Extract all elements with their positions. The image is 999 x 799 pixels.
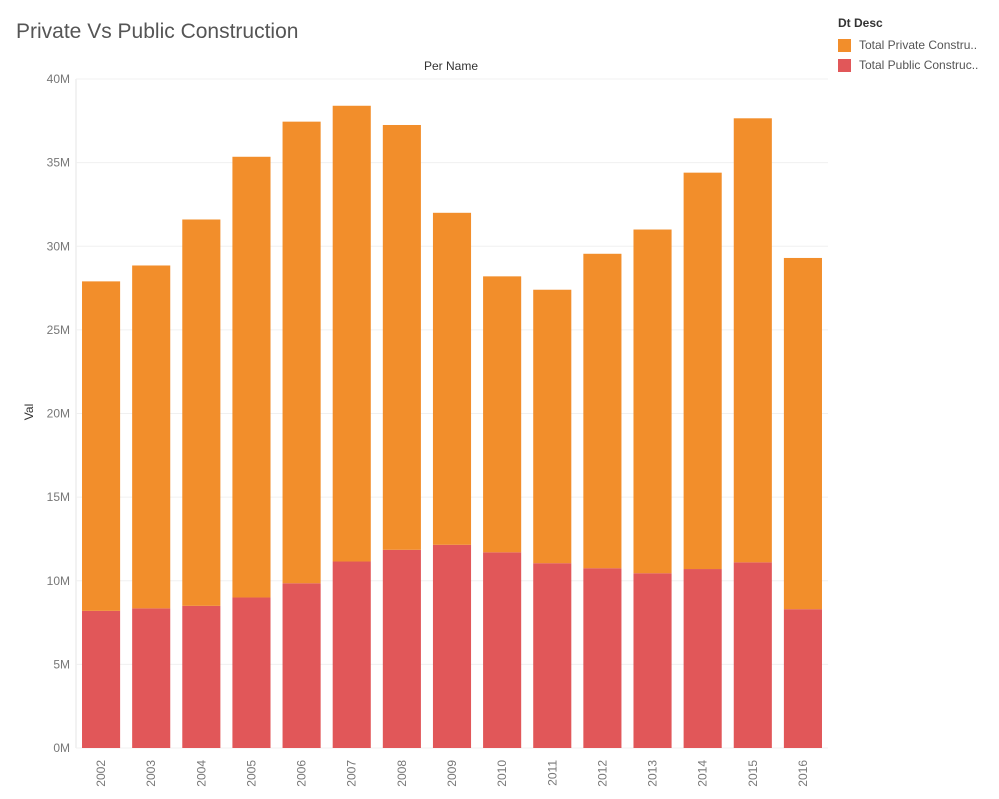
bar-2007-private[interactable]	[332, 105, 371, 562]
y-tick-label: 30M	[47, 239, 70, 253]
bar-2013-public[interactable]	[633, 573, 672, 748]
bar-2008-public[interactable]	[382, 549, 421, 748]
x-tick-label: 2013	[646, 760, 660, 787]
bar-2016-public[interactable]	[783, 609, 822, 748]
legend-label-private: Total Private Constru..	[859, 38, 978, 52]
y-tick-label: 0M	[53, 741, 70, 755]
legend: Dt Desc Total Private Constru.. Total Pu…	[838, 16, 978, 75]
x-tick-label: 2008	[395, 760, 409, 787]
bar-2014-private[interactable]	[683, 172, 722, 570]
bar-2006-private[interactable]	[282, 121, 321, 584]
bar-2011-public[interactable]	[533, 563, 572, 748]
bar-2010-public[interactable]	[483, 552, 522, 748]
x-tick-label: 2014	[696, 760, 710, 787]
column-header: Per Name	[424, 59, 478, 73]
bar-2015-private[interactable]	[733, 118, 772, 563]
bar-2003-private[interactable]	[132, 265, 171, 609]
x-tick-label: 2007	[345, 760, 359, 787]
bar-2012-private[interactable]	[583, 253, 622, 569]
x-tick-label: 2016	[796, 760, 810, 787]
bar-2002-private[interactable]	[82, 281, 121, 611]
y-tick-label: 10M	[47, 574, 70, 588]
bar-2009-private[interactable]	[432, 212, 472, 545]
bar-2008-private[interactable]	[382, 124, 421, 550]
x-tick-label: 2003	[144, 760, 158, 787]
bar-2002-public[interactable]	[82, 610, 121, 748]
bar-2013-private[interactable]	[633, 229, 672, 574]
y-tick-label: 5M	[53, 657, 70, 671]
y-tick-label: 25M	[47, 323, 70, 337]
bar-2005-public[interactable]	[232, 597, 271, 748]
bar-2005-private[interactable]	[232, 156, 271, 598]
legend-swatch-private	[838, 38, 851, 52]
x-tick-label: 2006	[295, 760, 309, 787]
y-tick-label: 20M	[47, 407, 70, 421]
chart-title: Private Vs Public Construction	[16, 20, 299, 43]
bar-2009-public[interactable]	[432, 544, 472, 748]
y-axis-label: Val	[22, 404, 36, 420]
bar-2006-public[interactable]	[282, 583, 321, 748]
bar-2004-private[interactable]	[182, 219, 221, 606]
y-axis-ticks: 0M 5M 10M 15M 20M 25M 30M 35M 40M	[47, 72, 70, 755]
x-tick-label: 2015	[746, 760, 760, 787]
x-tick-label: 2004	[194, 760, 208, 787]
legend-item-public[interactable]: Total Public Construc..	[838, 55, 978, 75]
x-tick-label: 2011	[545, 760, 559, 786]
y-tick-label: 40M	[47, 72, 70, 86]
bar-2010-private[interactable]	[483, 276, 522, 553]
legend-item-private[interactable]: Total Private Constru..	[838, 35, 978, 55]
bar-2014-public[interactable]	[683, 569, 722, 748]
bars	[82, 105, 822, 748]
x-tick-label: 2002	[94, 760, 108, 787]
bar-2003-public[interactable]	[132, 608, 171, 748]
y-tick-label: 15M	[47, 490, 70, 504]
legend-title: Dt Desc	[838, 16, 883, 30]
x-tick-label: 2010	[495, 760, 509, 787]
y-tick-label: 35M	[47, 156, 70, 170]
x-tick-label: 2012	[595, 760, 609, 787]
bar-2011-private[interactable]	[533, 289, 572, 564]
x-tick-label: 2009	[445, 760, 459, 787]
legend-label-public: Total Public Construc..	[859, 58, 979, 72]
bar-2015-public[interactable]	[733, 562, 772, 748]
legend-swatch-public	[838, 58, 851, 72]
bar-2004-public[interactable]	[182, 605, 221, 748]
bar-2012-public[interactable]	[583, 568, 622, 748]
bar-2016-private[interactable]	[783, 257, 822, 610]
x-tick-label: 2005	[244, 760, 258, 787]
x-axis-ticks: 2002 2003 2004 2005 2006 2007 2008 2009 2010 2011…	[94, 760, 810, 787]
bar-2007-public[interactable]	[332, 561, 371, 748]
